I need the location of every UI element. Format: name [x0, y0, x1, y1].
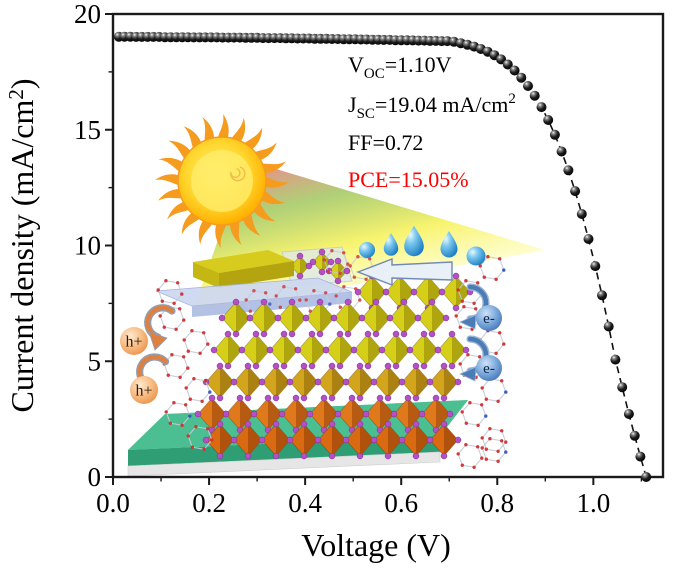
y-tick-label: 5 [88, 346, 102, 376]
x-axis: 0.0 0.2 0.4 0.6 0.8 1.0 [96, 477, 643, 518]
x-tick-label: 1.0 [576, 488, 610, 518]
hole-badge-label: h+ [135, 382, 152, 399]
jv-curve-line [118, 35, 647, 478]
x-axis-title: Voltage (V) [301, 527, 451, 563]
data-point-marker [590, 261, 601, 272]
electron-badge: e- [476, 305, 502, 331]
y-axis-title: Current density (mA/cm2) [4, 79, 40, 413]
data-point-marker [610, 354, 621, 365]
y-tick-label: 0 [88, 462, 102, 492]
annotation-pce: PCE=15.05% [348, 167, 469, 192]
x-tick-label: 0.6 [384, 488, 418, 518]
x-tick-label: 0.8 [480, 488, 514, 518]
x-tick-label: 0.4 [288, 488, 322, 518]
data-point-marker [583, 234, 594, 244]
data-point-marker [617, 382, 628, 393]
annotation-ff: FF=0.72 [348, 130, 423, 155]
data-point-marker [536, 102, 547, 113]
water-droplet-icon [440, 231, 458, 258]
data-point-marker [509, 65, 520, 76]
device-schematic-inset: h+ h+ e-e- [120, 225, 508, 477]
data-point-marker [543, 115, 554, 125]
y-tick-label: 15 [74, 115, 101, 145]
data-point-marker [563, 165, 574, 176]
data-point-marker [502, 59, 513, 70]
data-point-marker [529, 90, 540, 101]
y-tick-label: 10 [74, 231, 101, 261]
hole-badge: h+ [120, 327, 148, 355]
hole-badge: h+ [130, 376, 158, 404]
data-point-marker [523, 81, 533, 91]
perovskite-lattice [194, 272, 474, 460]
water-droplet-icon [466, 246, 486, 266]
hole-badge-label: h+ [125, 333, 142, 350]
water-droplet-icon [359, 242, 375, 258]
data-point-marker [576, 209, 587, 219]
sun-spiral [230, 166, 246, 182]
data-point-marker [623, 409, 634, 419]
sun-rays [155, 114, 289, 248]
hole-arrow-icon [144, 304, 176, 351]
water-droplet-icon [383, 233, 399, 256]
electron-badge-label: e- [483, 311, 495, 327]
gold-electrode [193, 250, 294, 288]
annotation-jsc: JSC=19.04 mA/cm2 [348, 91, 516, 122]
moisture-arrow-icon [356, 257, 453, 287]
data-point-marker [603, 321, 614, 332]
x-tick-label: 0.2 [192, 488, 226, 518]
electron-badge-label: e- [483, 361, 495, 377]
sun-icon [155, 114, 289, 248]
x-tick-label: 0.0 [96, 488, 130, 518]
data-point-marker [597, 290, 607, 301]
data-point-marker [549, 129, 560, 140]
data-point-marker [629, 430, 640, 441]
data-point-marker [641, 472, 652, 482]
data-point-marker [635, 451, 646, 462]
data-point-marker [556, 146, 567, 157]
y-tick-label: 20 [74, 0, 101, 29]
annotation-voc: VOC=1.10V [348, 52, 452, 82]
y-axis: 0 5 10 15 20 [74, 0, 113, 492]
plot-axes: 0.0 0.2 0.4 0.6 0.8 1.0 0 5 10 15 20 Voltage (V) Cur… [4, 0, 665, 563]
data-point-marker [570, 186, 581, 197]
data-point-marker [516, 72, 527, 83]
water-droplet-icon [404, 225, 424, 257]
electron-badge: e- [476, 355, 502, 381]
jv-data-curve [113, 31, 652, 482]
water-droplet-icons [359, 225, 486, 266]
performance-annotations: VOC=1.10V JSC=19.04 mA/cm2 FF=0.72 PCE=15.0… [348, 52, 516, 192]
